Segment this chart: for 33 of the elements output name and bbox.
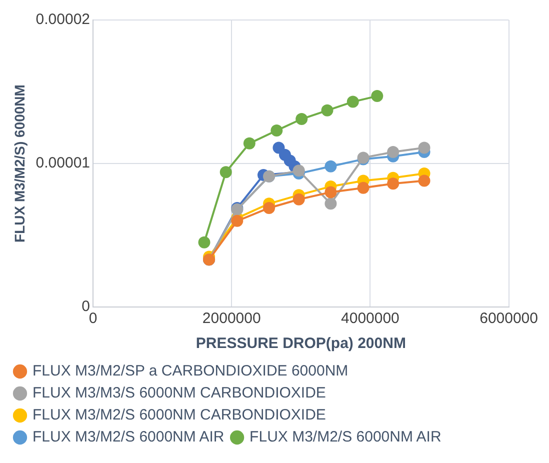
point xyxy=(270,124,283,136)
x-tick-label: 6000000 xyxy=(480,310,538,328)
point xyxy=(418,142,430,154)
point xyxy=(324,198,337,210)
legend-label: FLUX M3/M2/SP a CARBONDIOXIDE 6000NM xyxy=(32,362,348,380)
point xyxy=(272,142,285,154)
point xyxy=(296,113,308,126)
x-tick-label: 4000000 xyxy=(341,310,400,328)
point xyxy=(292,193,305,206)
x-tick-label: 2000000 xyxy=(202,310,261,328)
point xyxy=(346,96,359,108)
point xyxy=(324,186,337,198)
point xyxy=(387,178,400,190)
point xyxy=(324,160,337,172)
point xyxy=(220,166,232,178)
point xyxy=(231,214,244,227)
y-tick-label: 0.00001 xyxy=(36,154,90,172)
legend-label: FLUX M3/M2/S 6000NM AIR xyxy=(32,428,224,446)
y-tick-label: 0 xyxy=(82,298,90,316)
point xyxy=(371,90,384,102)
legend-label: FLUX M3/M2/S 6000NM AIR xyxy=(250,428,442,446)
legend-label: FLUX M3/M2/S 6000NM CARBONDIOXIDE xyxy=(32,406,326,424)
point xyxy=(387,146,400,158)
point xyxy=(243,137,256,150)
point xyxy=(263,202,276,214)
point xyxy=(357,182,370,194)
x-axis-title: PRESSURE DROP(pa) 200NM xyxy=(196,335,406,352)
point xyxy=(321,104,334,116)
point xyxy=(198,236,210,248)
legend-label: FLUX M3/M3/S 6000NM CARBONDIOXIDE xyxy=(32,384,326,402)
y-tick-label: 0.00002 xyxy=(36,11,90,28)
y-axis-title: FLUX M3/M2/S) 6000NM xyxy=(11,84,28,242)
point xyxy=(418,174,430,187)
